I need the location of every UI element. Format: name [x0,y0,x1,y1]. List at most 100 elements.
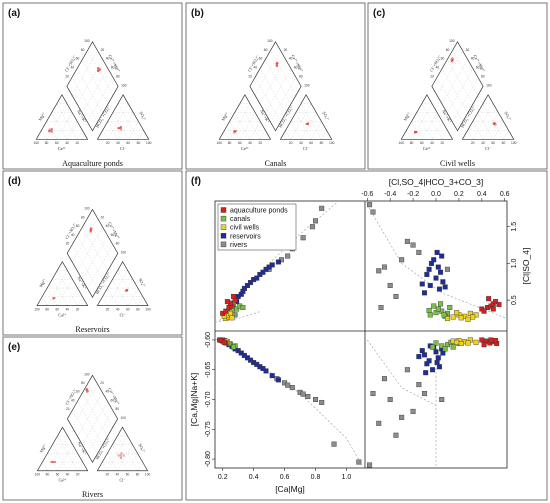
diamond-tick-label: 60 [110,398,114,402]
data-point-rivers [387,282,393,288]
x-top-tick-label: -0.4 [384,191,396,198]
guide-curve [214,338,363,466]
diamond-point [99,68,102,71]
x-bottom-axis-label: [Ca|Mg] [275,484,305,494]
cation-grid-line [229,103,251,140]
data-point-rivers [309,224,315,230]
diamond-tick-label: 60 [76,57,80,61]
cl-axis-label: Cl⁻ [120,312,126,317]
diamond-tick-label: 20 [248,74,252,78]
cl-so4-axis-label: Cl⁻+SO₄²⁻ [64,54,78,73]
diamond-grid-line [447,68,474,114]
anion-tick-label: 80 [320,141,324,145]
anion-tick-label: 80 [502,141,506,145]
data-point-aquaculture-ponds [479,337,485,343]
data-point-rivers [378,304,384,310]
data-point-rivers [300,391,306,397]
data-point-civil-wells [450,314,456,320]
scatter-panel: (f) 0.2 0.4 0.6 0.8 1.0 -0.60 -0.65 -0.70 -0.75 -0… [185,170,548,501]
data-point-rivers [381,376,387,382]
diamond-point [97,67,99,69]
anion-tick-label: 20 [106,473,110,477]
diamond-tick-label: 20 [65,74,69,78]
diamond-tick-label: 100 [449,39,455,43]
cation-point [48,128,51,131]
diamond-point [275,65,278,67]
anion-grid-line [117,435,138,471]
data-point-canals [240,304,246,310]
diamond-tick-label: 100 [84,206,90,210]
diamond [431,41,484,132]
y-right-tick-label: 1.0 [511,258,518,268]
diamond-grid-line [82,392,108,437]
anion-tick-label: 100 [145,473,151,477]
plot-frame [214,200,508,469]
diamond-tick-label: 60 [476,66,480,70]
anion-grid-line [117,279,133,306]
data-point-reservoirs [241,352,247,358]
diamond-tick-label: 20 [430,74,434,78]
data-point-reservoirs [260,269,266,275]
cation-tick-label: 40 [430,141,434,145]
anion-point [305,123,308,126]
so4-axis-label: SO₄²⁻ [503,111,512,122]
data-point-reservoirs [438,269,444,275]
anion-grid-line [300,112,317,140]
ca-axis-label: Ca²⁺ [423,146,431,151]
anion-point [307,122,309,125]
y-right-tick-label: 1.5 [511,222,518,232]
cation-tick-label: 60 [55,307,59,311]
diamond-grid-line [447,59,474,105]
diamond-tick-label: 20 [66,242,70,246]
diamond-tick-label: 80 [481,74,485,78]
anion-grid-line [117,112,134,140]
data-point-reservoirs [440,350,446,356]
cation-grid-line [56,103,78,140]
na-k-axis-label: Na⁺+K⁺ [76,109,88,124]
cation-tick-label: 40 [66,473,70,477]
mg-axis-label: Mg²⁺ [220,111,229,121]
data-point-reservoirs [426,266,432,272]
data-point-civil-wells [458,341,464,347]
diamond-tick-label: 60 [76,224,80,228]
cl-so4-axis-label: Cl⁻+SO₄²⁻ [64,387,77,405]
y-right-tick-label: 0.5 [511,295,518,305]
diamond [66,208,119,298]
diamond-tick-label: 20 [66,407,70,411]
diamond-tick-label: 80 [116,242,120,246]
data-point-reservoirs [422,352,428,358]
diamond-grid-line [436,77,463,122]
cation-point [415,131,417,134]
data-point-rivers [300,235,306,241]
data-point-rivers [399,414,405,420]
anion-grid-line [107,270,128,306]
data-point-canals [439,343,445,349]
data-point-aquaculture-ponds [493,299,499,305]
anion-point [118,126,121,129]
cation-grid-line [56,112,73,140]
data-point-canals [231,344,237,350]
cation-triangle [400,94,454,140]
panel-label: (c) [373,8,385,19]
cation-point [233,131,236,134]
data-point-aquaculture-ponds [223,308,229,314]
hco3-axis-label: HCO₃⁻+CO₃²⁻ [94,436,111,460]
data-point-canals [234,306,240,312]
x-top-tick-label: 0.0 [431,191,441,198]
data-point-rivers [305,394,311,400]
diamond-tick-label: 100 [121,83,127,87]
ca-mg-axis-label: Ca²⁺+Mg²⁺ [107,54,121,73]
data-point-aquaculture-ponds [488,337,494,343]
data-point-rivers [376,420,382,426]
panel-label: (e) [8,342,20,353]
data-point-reservoirs [428,260,434,266]
diamond-grid-line [452,77,479,122]
cl-so4-axis-label: Cl⁻+SO₄²⁻ [64,221,77,239]
x-top-axis-label: [Cl,SO_4|HCO_3+CO_3] [389,177,484,187]
cation-grid-line [442,130,448,140]
hco3-axis-label: HCO₃⁻+CO₃²⁻ [278,104,295,128]
cation-grid-line [260,130,266,140]
